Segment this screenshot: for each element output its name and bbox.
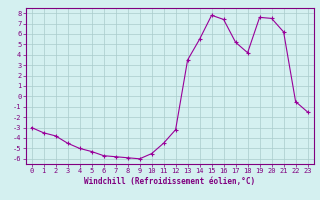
X-axis label: Windchill (Refroidissement éolien,°C): Windchill (Refroidissement éolien,°C) [84,177,255,186]
